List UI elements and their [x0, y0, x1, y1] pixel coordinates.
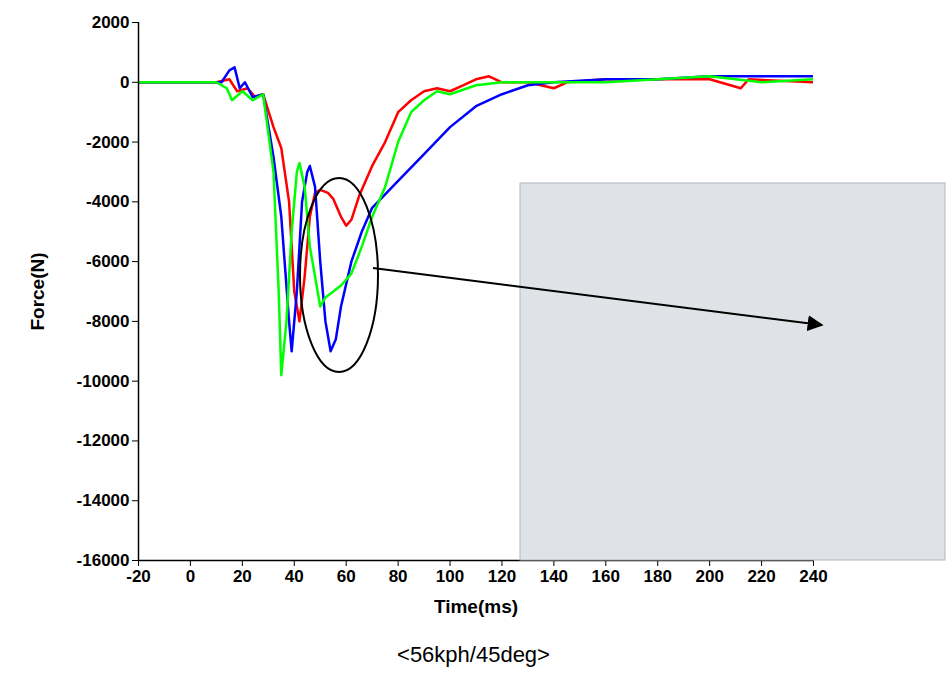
svg-text:240: 240 [799, 567, 827, 586]
svg-text:-6000: -6000 [86, 252, 129, 271]
svg-text:Time(ms): Time(ms) [434, 596, 518, 617]
svg-text:-2000: -2000 [86, 132, 129, 151]
svg-text:220: 220 [747, 567, 775, 586]
svg-text:60: 60 [337, 567, 356, 586]
svg-text:100: 100 [436, 567, 464, 586]
svg-text:-4000: -4000 [86, 192, 129, 211]
svg-text:200: 200 [695, 567, 723, 586]
svg-text:-20: -20 [126, 567, 151, 586]
svg-text:140: 140 [540, 567, 568, 586]
svg-text:180: 180 [644, 567, 672, 586]
svg-text:20: 20 [233, 567, 252, 586]
svg-text:0: 0 [120, 73, 129, 92]
html-text:<56kph/45deg>: <56kph/45deg> [397, 642, 550, 667]
svg-text:-16000: -16000 [77, 551, 130, 570]
svg-text:80: 80 [389, 567, 408, 586]
svg-text:120: 120 [488, 567, 516, 586]
svg-text:Force(N): Force(N) [27, 252, 48, 330]
svg-text:-14000: -14000 [77, 491, 130, 510]
svg-text:2000: 2000 [92, 13, 130, 32]
svg-text:40: 40 [285, 567, 304, 586]
svg-text:-8000: -8000 [86, 312, 129, 331]
svg-text:160: 160 [592, 567, 620, 586]
svg-text:-10000: -10000 [77, 372, 130, 391]
svg-text:0: 0 [186, 567, 195, 586]
svg-text:-12000: -12000 [77, 431, 130, 450]
